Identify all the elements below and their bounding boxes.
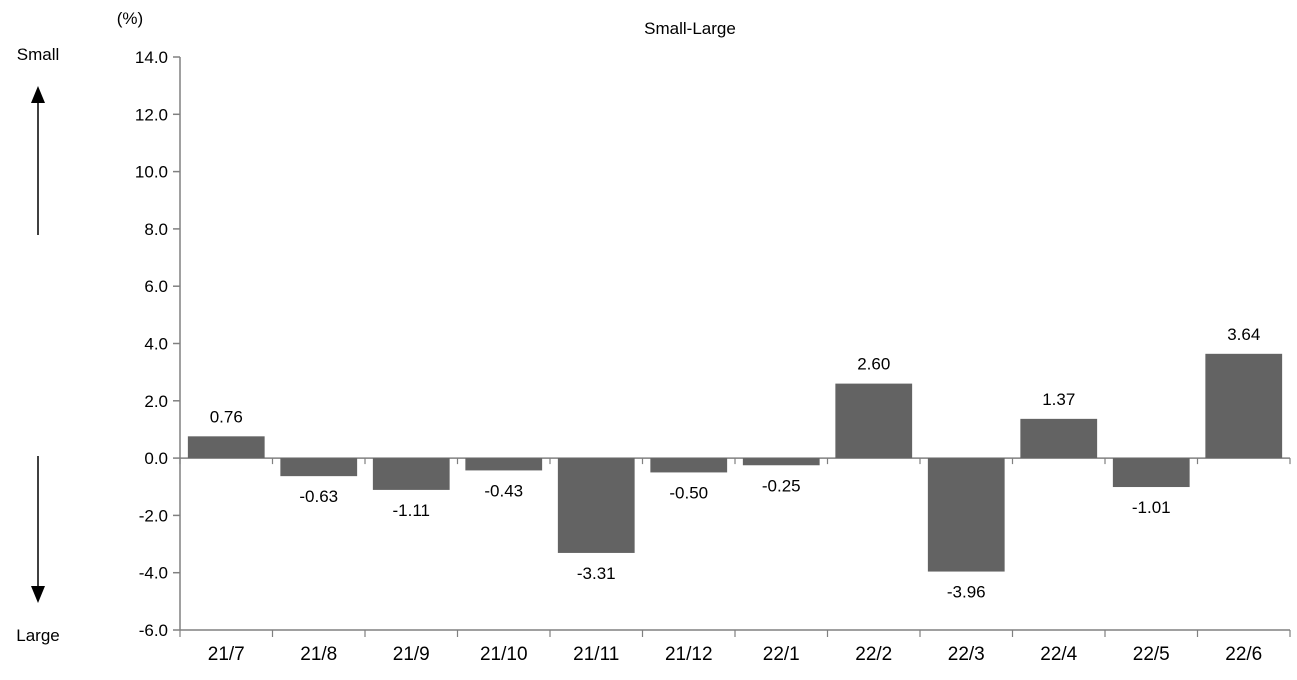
x-tick-label: 22/1 (763, 644, 800, 665)
data-label: -3.31 (577, 564, 616, 583)
data-label: 3.64 (1227, 325, 1260, 344)
data-label: -0.63 (299, 487, 338, 506)
x-tick-label: 21/7 (208, 644, 245, 665)
y-tick-label: -6.0 (139, 621, 168, 640)
bar (1112, 458, 1190, 488)
x-tick-label: 22/6 (1225, 644, 1262, 665)
x-axis (179, 457, 1291, 637)
x-tick-label: 22/3 (948, 644, 985, 665)
bar (742, 458, 820, 466)
y-tick-label: 2.0 (144, 392, 168, 411)
bar (650, 458, 728, 473)
x-tick-label: 21/11 (573, 644, 619, 665)
direction-label-large: Large (16, 626, 59, 645)
bar (280, 458, 358, 477)
data-label: -1.11 (393, 501, 431, 520)
data-label: 1.37 (1042, 390, 1075, 409)
x-tick-label: 22/5 (1133, 644, 1170, 665)
bar (465, 458, 543, 471)
data-label: -3.96 (947, 583, 986, 602)
y-axis: 14.0 12.0 10.0 8.0 6.0 4.0 2.0 0.0 -2.0 -4.0 -6.0 (135, 48, 181, 640)
x-tick-labels: 21/7 21/8 21/9 21/10 21/11 21/12 22/1 22/2 22/3 2… (208, 644, 1262, 665)
x-tick-label: 21/10 (480, 644, 528, 665)
bar (927, 458, 1005, 572)
data-label: 0.76 (210, 407, 243, 426)
data-label: -0.25 (762, 476, 801, 495)
y-tick-label: 8.0 (144, 220, 168, 239)
y-tick-label: 10.0 (135, 163, 168, 182)
bar (372, 458, 450, 490)
direction-label-small: Small (17, 45, 60, 64)
chart-title: Small-Large (644, 19, 736, 38)
bars (187, 353, 1283, 572)
bar (835, 383, 913, 459)
value-labels: 0.76 -0.63 -1.11 -0.43 -3.31 -0.50 -0.25 2.60 -3… (210, 325, 1261, 602)
x-tick-label: 21/9 (393, 644, 430, 665)
data-label: -1.01 (1132, 498, 1171, 517)
y-tick-label: 0.0 (144, 449, 168, 468)
x-tick-label: 21/8 (300, 644, 337, 665)
x-tick-label: 21/12 (665, 644, 713, 665)
y-tick-label: 12.0 (135, 105, 168, 124)
y-tick-label: 6.0 (144, 277, 168, 296)
down-arrow (31, 456, 45, 603)
y-tick-label: -4.0 (139, 564, 168, 583)
data-label: -0.50 (669, 483, 708, 502)
unit-label: (%) (117, 9, 143, 28)
bar (1020, 418, 1098, 459)
x-tick-label: 22/2 (855, 644, 892, 665)
x-tick-label: 22/4 (1040, 644, 1077, 665)
y-tick-label: -2.0 (139, 506, 168, 525)
y-tick-label: 14.0 (135, 48, 168, 67)
data-label: 2.60 (857, 355, 890, 374)
bar (557, 458, 635, 553)
bar (187, 436, 265, 459)
y-tick-label: 4.0 (144, 335, 168, 354)
bar (1205, 353, 1283, 459)
up-arrow (31, 86, 45, 235)
data-label: -0.43 (484, 481, 523, 500)
